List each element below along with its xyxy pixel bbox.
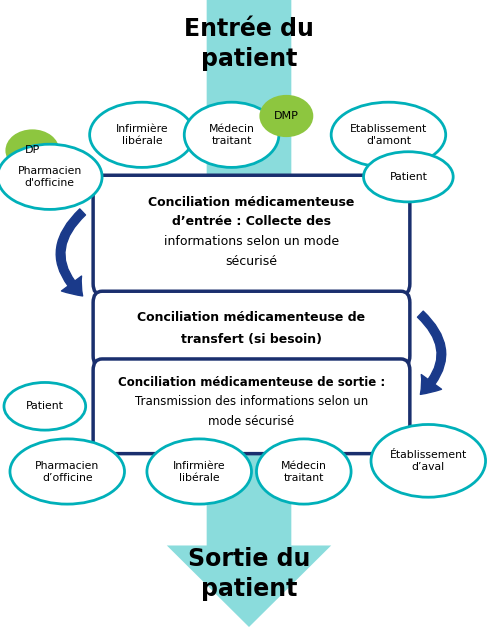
Ellipse shape bbox=[4, 382, 86, 430]
Text: Infirmière
libérale: Infirmière libérale bbox=[116, 124, 168, 146]
Ellipse shape bbox=[184, 102, 279, 167]
Text: Médecin
traitant: Médecin traitant bbox=[209, 124, 254, 146]
Text: transfert (si besoin): transfert (si besoin) bbox=[181, 333, 322, 345]
Ellipse shape bbox=[260, 96, 312, 136]
Text: Pharmacien
d’officine: Pharmacien d’officine bbox=[35, 460, 100, 483]
Ellipse shape bbox=[0, 144, 102, 209]
Text: Patient: Patient bbox=[26, 401, 64, 411]
Ellipse shape bbox=[331, 102, 446, 167]
Text: Etablissement
d'amont: Etablissement d'amont bbox=[350, 124, 427, 146]
Text: sécurisé: sécurisé bbox=[226, 255, 277, 268]
Text: Médecin
traitant: Médecin traitant bbox=[281, 460, 327, 483]
Text: Transmission des informations selon un: Transmission des informations selon un bbox=[135, 396, 368, 408]
FancyBboxPatch shape bbox=[93, 359, 410, 454]
Ellipse shape bbox=[371, 424, 486, 497]
Ellipse shape bbox=[256, 439, 351, 504]
Text: Conciliation médicamenteuse: Conciliation médicamenteuse bbox=[148, 196, 355, 209]
FancyBboxPatch shape bbox=[93, 291, 410, 367]
Text: Conciliation médicamenteuse de sortie :: Conciliation médicamenteuse de sortie : bbox=[118, 376, 385, 389]
Ellipse shape bbox=[147, 439, 251, 504]
Text: Conciliation médicamenteuse de: Conciliation médicamenteuse de bbox=[137, 312, 366, 324]
Text: DP: DP bbox=[25, 145, 40, 155]
Text: mode sécurisé: mode sécurisé bbox=[209, 416, 294, 428]
Text: DMP: DMP bbox=[274, 111, 299, 121]
FancyArrowPatch shape bbox=[56, 209, 86, 296]
Ellipse shape bbox=[90, 102, 194, 167]
Text: d’entrée : Collecte des: d’entrée : Collecte des bbox=[172, 215, 331, 228]
Text: Établissement
d’aval: Établissement d’aval bbox=[389, 450, 467, 472]
Text: Pharmacien
d'officine: Pharmacien d'officine bbox=[17, 166, 82, 188]
Text: Entrée du
patient: Entrée du patient bbox=[184, 17, 314, 71]
Text: informations selon un mode: informations selon un mode bbox=[164, 235, 339, 248]
FancyArrowPatch shape bbox=[417, 311, 446, 394]
Ellipse shape bbox=[10, 439, 124, 504]
Polygon shape bbox=[167, 0, 331, 627]
FancyBboxPatch shape bbox=[93, 176, 410, 295]
Ellipse shape bbox=[6, 130, 58, 171]
Text: Infirmière
libérale: Infirmière libérale bbox=[173, 460, 226, 483]
Ellipse shape bbox=[364, 152, 453, 202]
Text: Patient: Patient bbox=[389, 172, 427, 182]
Text: Sortie du
patient: Sortie du patient bbox=[188, 547, 310, 601]
